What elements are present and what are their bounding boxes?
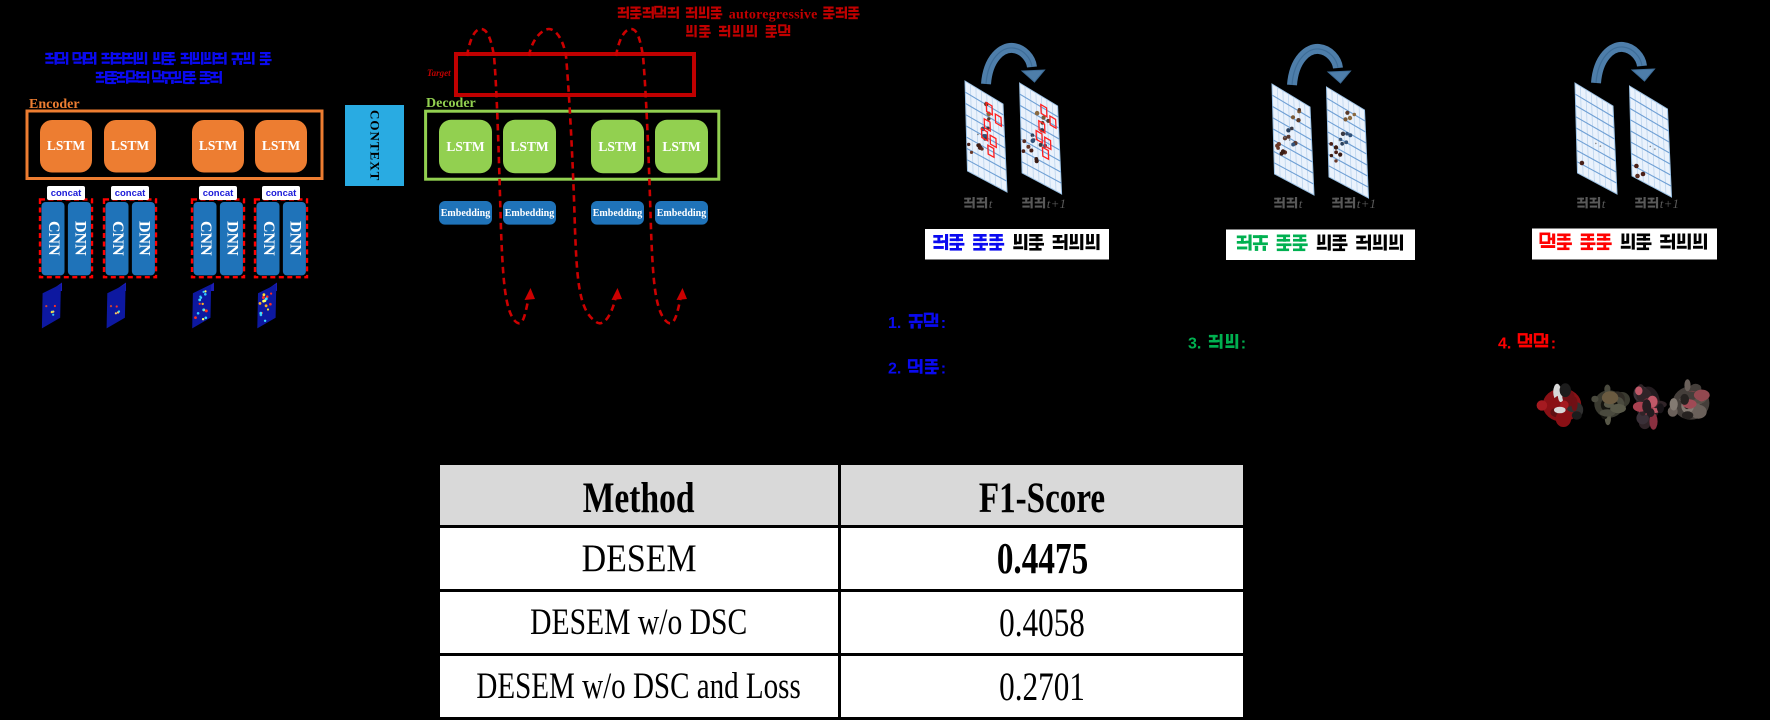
- svg-text::: :: [1241, 335, 1246, 352]
- svg-text:t: t: [1299, 196, 1303, 211]
- svg-text:autoregressive: autoregressive: [729, 7, 818, 22]
- svg-text:3.: 3.: [1188, 335, 1201, 352]
- svg-text:t: t: [1602, 196, 1606, 211]
- svg-text:t+1: t+1: [1660, 196, 1679, 211]
- svg-text::: :: [941, 360, 946, 377]
- svg-text:t+1: t+1: [1047, 196, 1066, 211]
- svg-text:t+1: t+1: [1357, 196, 1376, 211]
- svg-text::: :: [941, 315, 946, 332]
- svg-text:2.: 2.: [888, 360, 901, 377]
- svg-text:1.: 1.: [888, 315, 901, 332]
- svg-text:t: t: [989, 196, 993, 211]
- svg-text:4.: 4.: [1498, 335, 1511, 352]
- svg-text::: :: [1551, 335, 1556, 352]
